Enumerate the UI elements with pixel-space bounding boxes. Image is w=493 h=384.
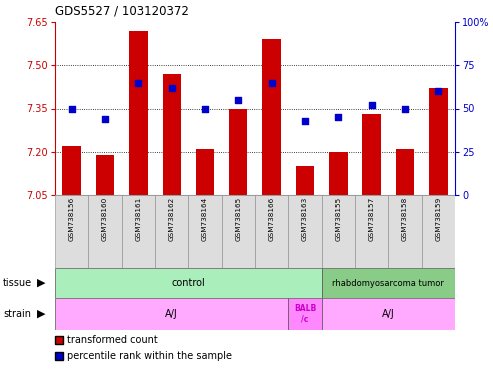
Text: ▶: ▶: [37, 278, 45, 288]
Bar: [288, 298, 321, 330]
Text: tissue: tissue: [3, 278, 32, 288]
Text: GSM738160: GSM738160: [102, 197, 108, 242]
Bar: [355, 195, 388, 268]
Text: GDS5527 / 103120372: GDS5527 / 103120372: [55, 5, 189, 18]
Bar: [129, 31, 147, 195]
Bar: [422, 195, 455, 268]
Point: [334, 114, 342, 120]
Text: strain: strain: [3, 309, 31, 319]
Point: [101, 116, 109, 122]
Point: [234, 97, 242, 103]
Bar: [55, 268, 321, 298]
Text: GSM738155: GSM738155: [335, 197, 341, 242]
Bar: [321, 268, 455, 298]
Bar: [362, 114, 381, 195]
Text: percentile rank within the sample: percentile rank within the sample: [67, 351, 232, 361]
Point: [434, 88, 442, 94]
Point: [401, 106, 409, 112]
Text: GSM738162: GSM738162: [169, 197, 175, 242]
Bar: [388, 195, 422, 268]
Bar: [288, 195, 321, 268]
Bar: [222, 195, 255, 268]
Bar: [429, 88, 448, 195]
Text: GSM738163: GSM738163: [302, 197, 308, 242]
Point: [201, 106, 209, 112]
Bar: [163, 74, 181, 195]
Bar: [329, 152, 348, 195]
Point: [268, 79, 276, 86]
Text: GSM738156: GSM738156: [69, 197, 74, 242]
Text: GSM738164: GSM738164: [202, 197, 208, 242]
Bar: [296, 166, 314, 195]
Text: GSM738157: GSM738157: [369, 197, 375, 242]
Text: A/J: A/J: [165, 309, 178, 319]
Bar: [63, 146, 81, 195]
Bar: [396, 149, 414, 195]
Text: GSM738159: GSM738159: [435, 197, 441, 242]
Bar: [229, 109, 247, 195]
Text: BALB
/c: BALB /c: [294, 304, 316, 324]
Bar: [55, 298, 288, 330]
Point: [135, 79, 142, 86]
Text: GSM738158: GSM738158: [402, 197, 408, 242]
Bar: [255, 195, 288, 268]
Bar: [321, 195, 355, 268]
Text: transformed count: transformed count: [67, 335, 158, 345]
Text: GSM738161: GSM738161: [136, 197, 141, 242]
Text: rhabdomyosarcoma tumor: rhabdomyosarcoma tumor: [332, 278, 444, 288]
Point: [301, 118, 309, 124]
Bar: [55, 195, 88, 268]
Bar: [196, 149, 214, 195]
Point: [68, 106, 75, 112]
Bar: [155, 195, 188, 268]
Text: control: control: [172, 278, 205, 288]
Bar: [188, 195, 222, 268]
Text: A/J: A/J: [382, 309, 395, 319]
Bar: [88, 195, 122, 268]
Point: [368, 102, 376, 108]
Text: GSM738165: GSM738165: [235, 197, 242, 242]
Point: [168, 84, 176, 91]
Bar: [122, 195, 155, 268]
Bar: [321, 298, 455, 330]
Bar: [262, 39, 281, 195]
Text: GSM738166: GSM738166: [269, 197, 275, 242]
Text: ▶: ▶: [37, 309, 45, 319]
Bar: [96, 155, 114, 195]
